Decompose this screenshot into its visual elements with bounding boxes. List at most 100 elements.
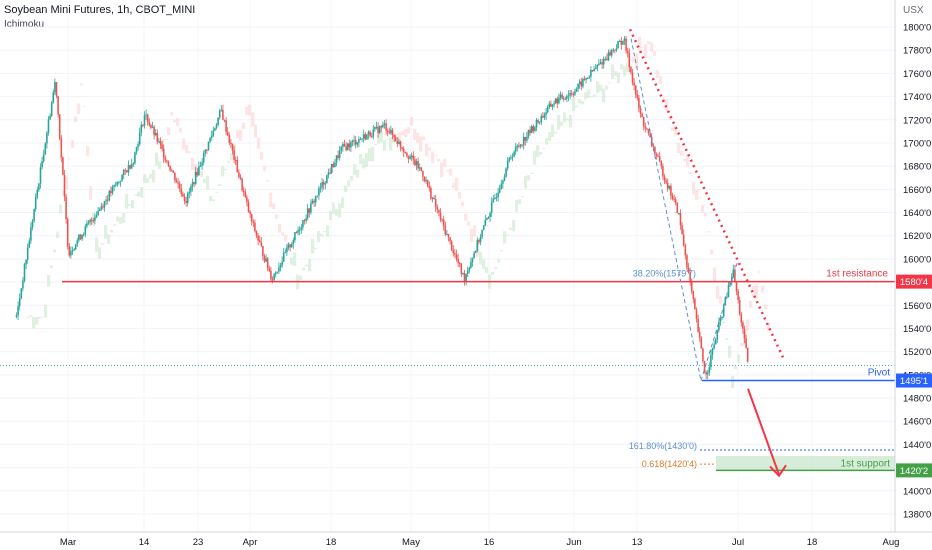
- cloud-segment: [326, 225, 330, 237]
- candle-body: [466, 270, 469, 274]
- candle-body: [298, 229, 301, 231]
- y-tick-label: 1540'0: [903, 324, 931, 335]
- candle-body: [489, 212, 491, 218]
- cloud-segment: [167, 127, 171, 136]
- cloud-segment: [170, 112, 174, 116]
- candle-body: [422, 170, 424, 177]
- candle-body: [574, 91, 576, 95]
- cloud-segment: [620, 64, 624, 70]
- cloud-segment: [572, 96, 576, 112]
- cloud-segment: [515, 199, 519, 212]
- candle-body: [230, 142, 232, 144]
- cloud-segment: [518, 199, 522, 205]
- cloud-segment: [158, 161, 162, 170]
- candle-body: [324, 183, 327, 185]
- candle-body: [297, 230, 299, 233]
- candle-body: [372, 129, 375, 137]
- x-tick-label: Jul: [732, 537, 744, 548]
- candle-body: [444, 225, 447, 235]
- candle-body: [54, 82, 56, 93]
- candle-body: [623, 38, 626, 41]
- candle-body: [638, 97, 640, 109]
- candle-body: [527, 129, 530, 137]
- candle-body: [566, 96, 568, 99]
- cloud-segment: [482, 259, 486, 269]
- candle-body: [636, 94, 639, 98]
- cloud-segment: [767, 322, 771, 332]
- candle-body: [281, 261, 283, 266]
- cloud-segment: [332, 202, 336, 215]
- candle-body: [374, 127, 376, 130]
- cloud-segment: [749, 300, 753, 308]
- y-tick-label: 1600'0: [903, 254, 931, 265]
- y-tick-label: 1620'0: [903, 231, 931, 242]
- candle-body: [698, 331, 701, 338]
- cloud-segment: [437, 158, 441, 162]
- candle-body: [46, 132, 48, 144]
- cloud-segment: [683, 158, 687, 162]
- y-axis-unit: USX: [903, 5, 924, 16]
- cloud-segment: [29, 315, 33, 317]
- candle-body: [242, 190, 245, 193]
- cloud-segment: [254, 124, 258, 138]
- cloud-segment: [365, 152, 369, 167]
- candle-body: [41, 161, 43, 168]
- candle-body: [33, 209, 35, 221]
- candle-body: [674, 199, 677, 203]
- candle-body: [562, 98, 565, 100]
- cloud-segment: [761, 285, 765, 293]
- cloud-segment: [431, 151, 435, 164]
- candle-body: [276, 271, 279, 273]
- cloud-segment: [359, 154, 363, 165]
- cloud-segment: [464, 213, 468, 221]
- x-tick-label: 16: [484, 537, 495, 548]
- cloud-segment: [347, 180, 351, 187]
- candle-body: [449, 237, 451, 242]
- candle-body: [402, 149, 405, 153]
- candle-body: [529, 129, 531, 133]
- candle-body: [217, 117, 219, 126]
- cloud-segment: [674, 125, 678, 136]
- candle-body: [89, 219, 91, 223]
- cloud-segment: [299, 275, 303, 280]
- cloud-segment: [689, 172, 693, 175]
- candle-body: [606, 58, 608, 61]
- candle-body: [620, 40, 623, 45]
- cloud-segment: [56, 231, 60, 239]
- candle-body: [198, 166, 200, 176]
- candle-body: [590, 69, 592, 77]
- resistance-price-tag-bg: [896, 274, 932, 289]
- candle-body: [718, 321, 720, 331]
- candle-body: [447, 233, 450, 238]
- candle-body: [690, 281, 693, 292]
- pivot-price-tag-bg: [896, 373, 932, 388]
- candle-body: [262, 245, 264, 257]
- candle-body: [137, 144, 139, 148]
- cloud-segment: [65, 176, 69, 190]
- cloud-segment: [395, 133, 399, 135]
- cloud-segment: [155, 152, 159, 166]
- cloud-segment: [86, 146, 90, 156]
- cloud-segment: [713, 267, 717, 282]
- candle-body: [60, 138, 63, 158]
- candle-body: [564, 98, 567, 100]
- candle-body: [169, 166, 171, 171]
- cloud-segment: [263, 166, 267, 171]
- candle-body: [346, 143, 349, 151]
- candle-body: [580, 81, 583, 87]
- cloud-segment: [434, 155, 438, 157]
- candle-body: [282, 252, 285, 262]
- candle-body: [514, 146, 517, 152]
- cloud-segment: [239, 130, 243, 142]
- candle-body: [129, 164, 131, 169]
- cloud-segment: [146, 178, 150, 183]
- x-tick-label: 18: [326, 537, 337, 548]
- candle-body: [604, 58, 607, 60]
- candle-body: [238, 172, 240, 177]
- candlesticks: [15, 35, 749, 380]
- cloud-segment: [716, 285, 720, 299]
- cloud-segment: [737, 354, 741, 363]
- candle-body: [334, 162, 336, 168]
- candle-body: [79, 234, 82, 240]
